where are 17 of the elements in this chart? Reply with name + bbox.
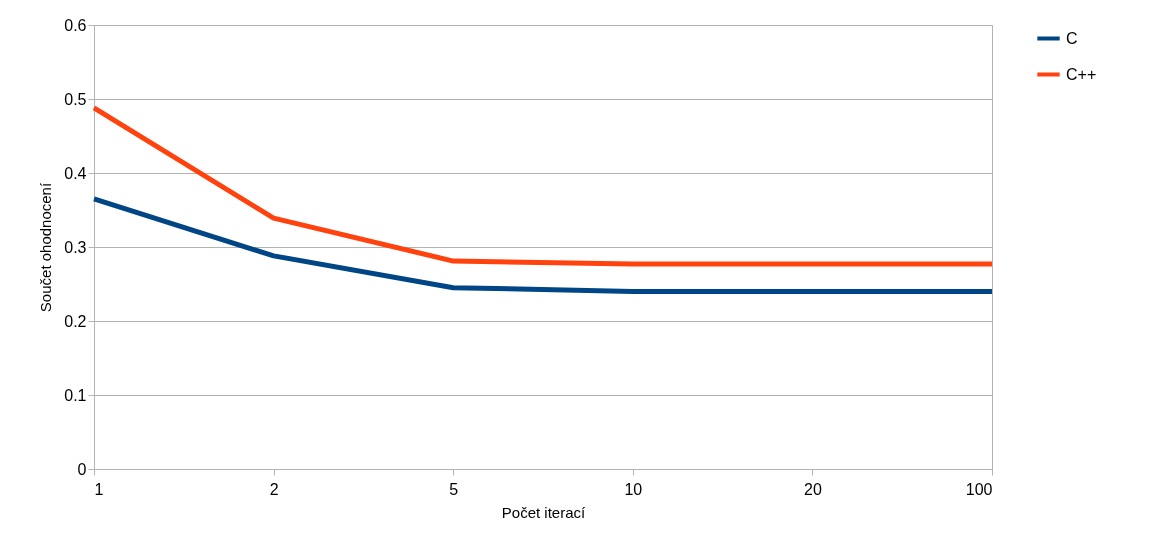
legend-label: C	[1066, 29, 1078, 47]
y-tick-label: 0	[77, 460, 87, 478]
x-tick-label: 100	[965, 480, 993, 498]
y-tick-label: 0.5	[64, 90, 87, 108]
x-tick-label: 10	[624, 480, 643, 498]
y-axis-title: Součet ohodnocení	[37, 182, 55, 313]
y-tick-label: 0.3	[64, 238, 87, 256]
y-tick-label: 0.1	[64, 386, 87, 404]
x-tick-label: 2	[269, 480, 279, 498]
x-axis-title: Počet iterací	[501, 503, 587, 521]
legend-label: C++	[1066, 65, 1097, 83]
y-tick-label: 0.4	[64, 164, 87, 182]
x-tick-label: 20	[804, 480, 822, 498]
y-tick-label: 0.2	[64, 312, 87, 330]
x-tick-label: 5	[449, 480, 459, 498]
y-tick-label: 0.6	[64, 16, 87, 34]
x-tick-label: 1	[94, 480, 104, 498]
